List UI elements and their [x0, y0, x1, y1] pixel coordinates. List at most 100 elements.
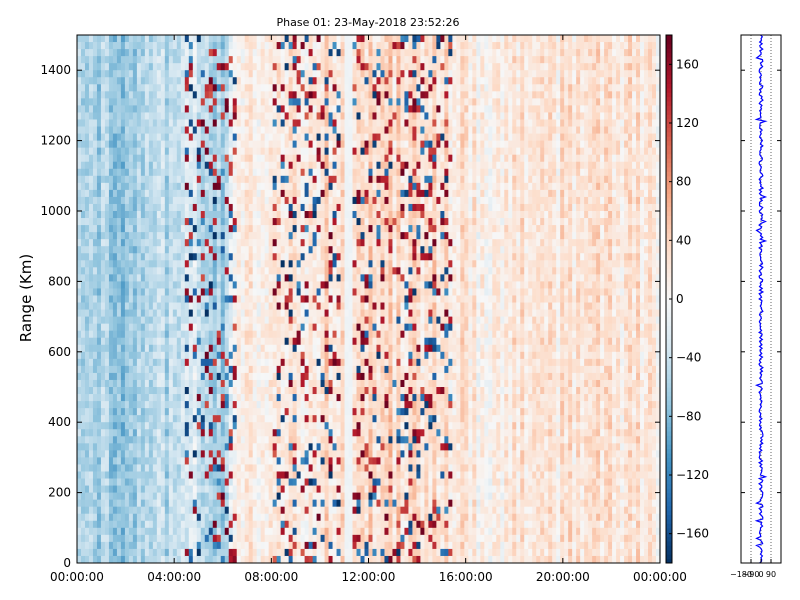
heatmap-cell: [324, 218, 329, 226]
heatmap-cell: [204, 119, 210, 127]
heatmap-cell: [128, 56, 134, 64]
heatmap-cell: [276, 126, 282, 134]
heatmap-cell: [192, 520, 198, 529]
heatmap-cell: [300, 471, 306, 479]
heatmap-cell: [300, 140, 306, 149]
heatmap-cell: [200, 316, 206, 325]
heatmap-cell: [264, 35, 270, 43]
heatmap-cell: [100, 379, 106, 388]
heatmap-cell: [168, 541, 174, 550]
heatmap-cell: [196, 119, 202, 127]
heatmap-cell: [84, 49, 90, 57]
heatmap-cell: [80, 506, 86, 515]
heatmap-cell: [220, 323, 226, 332]
heatmap-cell: [80, 77, 86, 85]
heatmap-cell: [200, 408, 206, 416]
heatmap-cell: [312, 520, 317, 529]
heatmap-cell: [172, 492, 178, 501]
heatmap-cell: [272, 450, 278, 458]
heatmap-cell: [248, 316, 254, 325]
heatmap-cell: [80, 478, 86, 486]
heatmap-cell: [256, 429, 262, 437]
heatmap-cell: [100, 471, 106, 479]
heatmap-cell: [200, 56, 206, 64]
heatmap-cell: [164, 379, 170, 388]
heatmap-cell: [120, 506, 126, 515]
heatmap-cell: [140, 541, 146, 550]
heatmap-cell: [132, 232, 138, 240]
heatmap-cell: [120, 274, 126, 282]
heatmap-cell: [156, 302, 162, 310]
heatmap-cell: [80, 260, 86, 268]
heatmap-cell: [268, 513, 274, 522]
heatmap-cell: [224, 84, 230, 92]
heatmap-cell: [328, 534, 333, 543]
heatmap-cell: [240, 56, 246, 64]
heatmap-cell: [132, 281, 138, 289]
heatmap-cell: [192, 98, 198, 106]
heatmap-cell: [88, 464, 94, 472]
heatmap-cell: [100, 260, 106, 268]
heatmap-cell: [288, 415, 294, 423]
heatmap-cell: [248, 77, 254, 85]
heatmap-cell: [236, 260, 242, 268]
heatmap-cell: [152, 372, 158, 381]
heatmap-cell: [228, 189, 234, 198]
heatmap-cell: [268, 372, 274, 381]
heatmap-cell: [308, 281, 313, 289]
heatmap-cell: [272, 387, 278, 395]
heatmap-cell: [316, 239, 321, 247]
heatmap-cell: [340, 154, 345, 163]
heatmap-cell: [328, 351, 333, 360]
heatmap-cell: [180, 478, 186, 486]
heatmap-cell: [224, 112, 230, 120]
heatmap-cell: [248, 203, 254, 212]
heatmap-cell: [196, 358, 202, 367]
heatmap-cell: [120, 253, 126, 261]
heatmap-cell: [192, 225, 198, 233]
heatmap-cell: [144, 218, 150, 226]
heatmap-cell: [192, 189, 198, 198]
heatmap-cell: [77, 267, 82, 275]
heatmap-cell: [296, 42, 302, 50]
heatmap-cell: [296, 189, 302, 198]
heatmap-cell: [216, 485, 222, 493]
heatmap-cell: [112, 379, 118, 388]
heatmap-cell: [176, 513, 182, 522]
heatmap-cell: [108, 541, 114, 550]
heatmap-cell: [292, 506, 298, 515]
heatmap-cell: [88, 274, 94, 282]
heatmap-cell: [336, 513, 341, 522]
heatmap-cell: [316, 140, 321, 149]
heatmap-cell: [256, 344, 262, 353]
heatmap-cell: [220, 274, 226, 282]
heatmap-cell: [148, 365, 154, 374]
heatmap-cell: [328, 330, 333, 339]
heatmap-cell: [296, 140, 302, 149]
heatmap-cell: [324, 351, 329, 360]
heatmap-cell: [280, 161, 286, 170]
heatmap-cell: [240, 499, 246, 508]
heatmap-cell: [80, 182, 86, 191]
heatmap-cell: [152, 541, 158, 550]
heatmap-cell: [220, 140, 226, 149]
heatmap-cell: [216, 211, 222, 219]
heatmap-cell: [104, 274, 110, 282]
heatmap-cell: [204, 401, 210, 409]
heatmap-cell: [208, 323, 214, 332]
heatmap-cell: [100, 119, 106, 127]
heatmap-cell: [276, 239, 282, 247]
heatmap-cell: [312, 337, 317, 346]
heatmap-cell: [120, 365, 126, 374]
heatmap-cell: [312, 415, 317, 423]
heatmap-cell: [300, 77, 306, 85]
heatmap-cell: [144, 246, 150, 254]
heatmap-cell: [144, 211, 150, 219]
heatmap-cell: [268, 471, 274, 479]
heatmap-cell: [172, 84, 178, 92]
heatmap-cell: [77, 471, 82, 479]
heatmap-cell: [148, 379, 154, 388]
heatmap-cell: [100, 281, 106, 289]
heatmap-cell: [80, 105, 86, 113]
heatmap-cell: [336, 260, 341, 268]
